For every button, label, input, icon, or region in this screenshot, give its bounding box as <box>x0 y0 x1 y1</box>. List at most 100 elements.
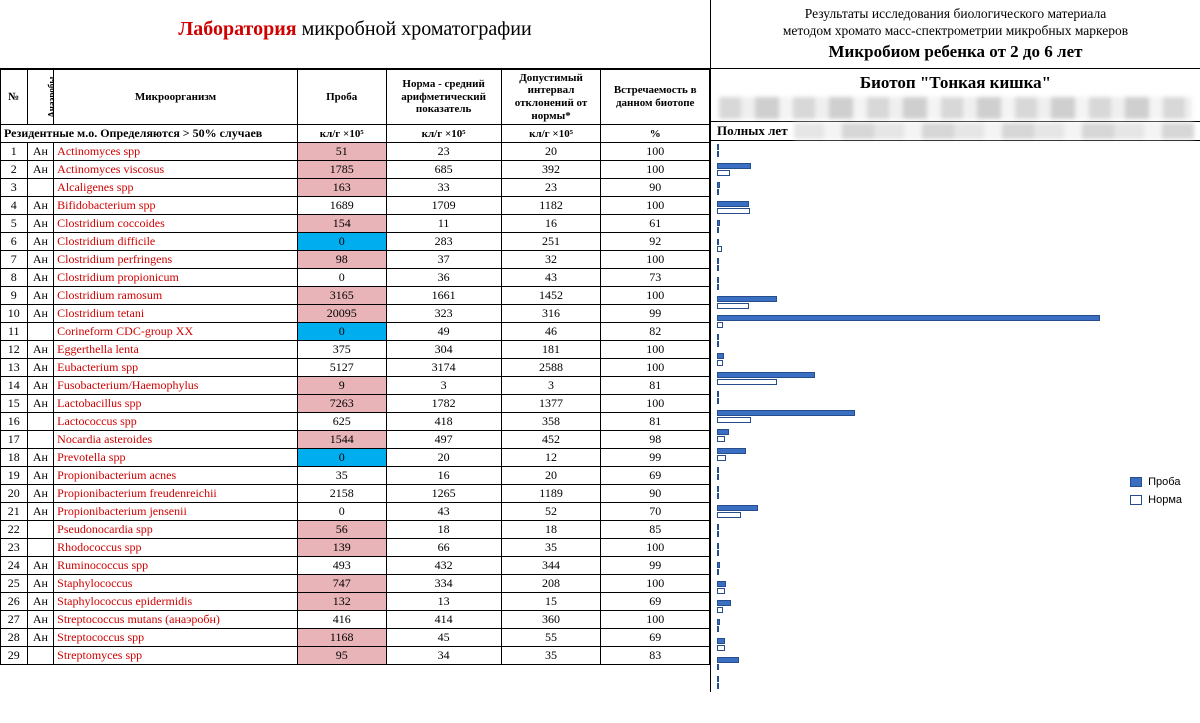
cell-freq: 100 <box>601 197 710 215</box>
cell-dev: 43 <box>501 269 601 287</box>
bar-norm <box>717 208 750 214</box>
cell-sample: 2158 <box>297 485 386 503</box>
cell-anaerob: Ан <box>27 467 54 485</box>
cell-num: 25 <box>1 575 28 593</box>
bar-norm <box>717 436 725 442</box>
cell-freq: 90 <box>601 485 710 503</box>
microbiome-table: № Анаэробы Микроорганизм Проба Норма - с… <box>0 69 710 666</box>
unit-dev: кл/г ×10⁵ <box>501 125 601 143</box>
cell-freq: 100 <box>601 161 710 179</box>
cell-organism: Clostridium tetani <box>54 305 298 323</box>
unit-freq: % <box>601 125 710 143</box>
cell-sample: 0 <box>297 269 386 287</box>
cell-freq: 82 <box>601 323 710 341</box>
cell-dev: 20 <box>501 143 601 161</box>
chart-row <box>711 312 1200 331</box>
cell-freq: 92 <box>601 233 710 251</box>
chart-row <box>711 407 1200 426</box>
bar-norm <box>717 531 719 537</box>
cell-anaerob: Ан <box>27 485 54 503</box>
cell-anaerob: Ан <box>27 593 54 611</box>
cell-num: 16 <box>1 413 28 431</box>
chart-row <box>711 502 1200 521</box>
chart-row <box>711 483 1200 502</box>
cell-organism: Staphylococcus <box>54 575 298 593</box>
cell-norm: 497 <box>386 431 501 449</box>
cell-organism: Pseudonocardia spp <box>54 521 298 539</box>
col-deviation: Допустимый интервал отклонений от нормы* <box>501 69 601 125</box>
cell-norm: 283 <box>386 233 501 251</box>
cell-dev: 360 <box>501 611 601 629</box>
cell-dev: 208 <box>501 575 601 593</box>
col-anaerob: Анаэробы <box>27 69 54 125</box>
bar-sample <box>717 562 720 568</box>
col-frequency: Встречаемость в данном биотопе <box>601 69 710 125</box>
cell-organism: Streptococcus mutans (анаэробн) <box>54 611 298 629</box>
chart-row <box>711 445 1200 464</box>
cell-organism: Clostridium difficile <box>54 233 298 251</box>
chart-row <box>711 540 1200 559</box>
cell-organism: Streptomyces spp <box>54 647 298 665</box>
bar-sample <box>717 372 815 378</box>
cell-freq: 98 <box>601 431 710 449</box>
cell-norm: 43 <box>386 503 501 521</box>
cell-sample: 0 <box>297 449 386 467</box>
cell-anaerob: Ан <box>27 503 54 521</box>
cell-num: 11 <box>1 323 28 341</box>
cell-sample: 20095 <box>297 305 386 323</box>
cell-dev: 392 <box>501 161 601 179</box>
cell-freq: 100 <box>601 539 710 557</box>
cell-anaerob: Ан <box>27 557 54 575</box>
chart-row <box>711 673 1200 692</box>
cell-dev: 20 <box>501 467 601 485</box>
bar-norm <box>717 588 725 594</box>
cell-norm: 34 <box>386 647 501 665</box>
bar-norm <box>717 151 719 157</box>
bar-sample <box>717 315 1100 321</box>
table-row: 18АнPrevotella spp0201299 <box>1 449 710 467</box>
legend-swatch-norm <box>1130 495 1142 505</box>
bar-sample <box>717 277 719 283</box>
chart-row <box>711 198 1200 217</box>
table-row: 20АнPropionibacterium freudenreichii2158… <box>1 485 710 503</box>
table-row: 28АнStreptococcus spp1168455569 <box>1 629 710 647</box>
bar-norm <box>717 341 719 347</box>
bar-norm <box>717 360 723 366</box>
cell-dev: 316 <box>501 305 601 323</box>
cell-freq: 69 <box>601 629 710 647</box>
cell-anaerob: Ан <box>27 197 54 215</box>
table-row: 19АнPropionibacterium acnes35162069 <box>1 467 710 485</box>
cell-num: 18 <box>1 449 28 467</box>
header-right: Результаты исследования биологического м… <box>710 0 1200 69</box>
cell-dev: 3 <box>501 377 601 395</box>
bar-sample <box>717 638 725 644</box>
bar-sample <box>717 258 719 264</box>
cell-sample: 0 <box>297 323 386 341</box>
cell-norm: 685 <box>386 161 501 179</box>
bar-sample <box>717 296 777 302</box>
cell-norm: 1265 <box>386 485 501 503</box>
bar-norm <box>717 227 719 233</box>
cell-anaerob <box>27 647 54 665</box>
chart-row <box>711 388 1200 407</box>
cell-anaerob: Ан <box>27 161 54 179</box>
table-row: 23Rhodococcus spp1396635100 <box>1 539 710 557</box>
redacted-strip <box>719 97 1192 119</box>
cell-num: 28 <box>1 629 28 647</box>
bar-norm <box>717 379 777 385</box>
unit-sample: кл/г ×10⁵ <box>297 125 386 143</box>
cell-norm: 414 <box>386 611 501 629</box>
lab-name-rest: микробной хроматографии <box>297 18 532 40</box>
chart-row <box>711 616 1200 635</box>
legend-label-norm: Норма <box>1148 494 1182 506</box>
cell-freq: 100 <box>601 359 710 377</box>
cell-sample: 5127 <box>297 359 386 377</box>
bar-norm <box>717 474 719 480</box>
cell-sample: 1689 <box>297 197 386 215</box>
cell-sample: 1544 <box>297 431 386 449</box>
table-row: 12АнEggerthella lenta375304181100 <box>1 341 710 359</box>
cell-sample: 0 <box>297 233 386 251</box>
col-sample: Проба <box>297 69 386 125</box>
cell-norm: 37 <box>386 251 501 269</box>
cell-norm: 13 <box>386 593 501 611</box>
